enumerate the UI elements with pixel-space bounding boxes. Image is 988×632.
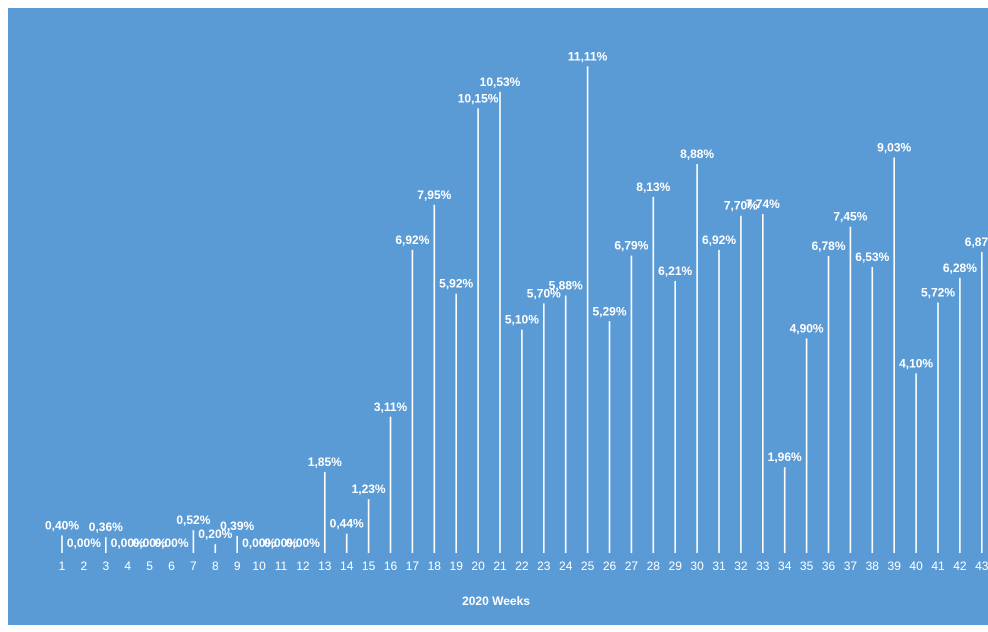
x-tick-label-31: 31 [712, 559, 726, 573]
x-tick-label-2: 2 [81, 559, 88, 573]
data-label-week-18: 7,95% [417, 188, 451, 202]
data-label-week-23: 5,70% [527, 286, 561, 300]
x-tick-label-10: 10 [252, 559, 266, 573]
x-tick-label-9: 9 [234, 559, 241, 573]
x-tick-label-20: 20 [471, 559, 485, 573]
x-tick-label-3: 3 [102, 559, 109, 573]
data-label-week-38: 6,53% [855, 250, 889, 264]
x-tick-label-1: 1 [59, 559, 66, 573]
x-tick-label-21: 21 [493, 559, 507, 573]
x-tick-label-30: 30 [690, 559, 704, 573]
x-tick-label-23: 23 [537, 559, 551, 573]
x-tick-label-40: 40 [909, 559, 923, 573]
x-tick-label-41: 41 [931, 559, 945, 573]
x-tick-label-43: 43 [975, 559, 988, 573]
data-label-week-37: 7,45% [833, 210, 867, 224]
data-label-week-29: 6,21% [658, 264, 692, 278]
x-axis-title: 2020 Weeks [462, 594, 530, 608]
data-label-week-13: 1,85% [308, 455, 342, 469]
x-tick-label-33: 33 [756, 559, 770, 573]
x-tick-label-42: 42 [953, 559, 967, 573]
data-label-week-11: 0,00% [264, 536, 298, 550]
x-tick-label-39: 39 [888, 559, 902, 573]
x-tick-label-27: 27 [625, 559, 639, 573]
data-label-week-5: 0,00% [133, 536, 167, 550]
data-label-week-10: 0,00% [242, 536, 276, 550]
x-tick-label-35: 35 [800, 559, 814, 573]
data-label-week-34: 1,96% [768, 450, 802, 464]
x-tick-label-34: 34 [778, 559, 792, 573]
data-label-week-27: 6,79% [614, 239, 648, 253]
data-label-week-43: 6,87% [965, 235, 988, 249]
x-tick-label-8: 8 [212, 559, 219, 573]
data-label-week-42: 6,28% [943, 261, 977, 275]
data-label-week-25: 11,11% [568, 49, 608, 63]
bar-series [61, 66, 983, 553]
data-label-week-39: 9,03% [877, 140, 911, 154]
data-label-week-8: 0,20% [198, 527, 232, 541]
x-tick-label-16: 16 [384, 559, 398, 573]
x-tick-label-6: 6 [168, 559, 175, 573]
data-label-week-17: 6,92% [395, 233, 429, 247]
x-tick-label-38: 38 [866, 559, 880, 573]
data-label-week-19: 5,92% [439, 277, 473, 291]
data-label-week-4: 0,00% [111, 536, 145, 550]
x-tick-labels: 1 2 3 4 5 6 7 8 9 10 11 12 13 14 15 16 17 18 19 20 21 22 23 24 2… [59, 559, 988, 573]
x-tick-label-4: 4 [124, 559, 131, 573]
x-tick-label-17: 17 [406, 559, 420, 573]
data-label-week-24: 5,88% [549, 278, 583, 292]
x-tick-label-37: 37 [844, 559, 858, 573]
x-tick-label-5: 5 [146, 559, 153, 573]
data-label-week-26: 5,29% [592, 304, 626, 318]
data-label-week-16: 3,11% [374, 400, 408, 414]
chart-svg: 0,40%0,00%0,36%0,00%0,00%0,00%0,52%0,20%… [45, 49, 988, 608]
data-label-week-22: 5,10% [505, 313, 539, 327]
x-tick-label-15: 15 [362, 559, 376, 573]
x-tick-label-22: 22 [515, 559, 529, 573]
data-label-week-7: 0,52% [176, 513, 210, 527]
data-label-week-40: 4,10% [899, 356, 933, 370]
x-tick-label-32: 32 [734, 559, 748, 573]
data-label-week-12: 0,00% [286, 536, 320, 550]
data-label-week-9: 0,39% [220, 519, 254, 533]
x-tick-label-24: 24 [559, 559, 573, 573]
data-label-week-32: 7,70% [724, 199, 758, 213]
plot-area: 0,40% 0,00% 0,36% 0,00% 0,00% 0,00% 0,52% 0,20%… [8, 8, 988, 625]
x-tick-label-19: 19 [450, 559, 464, 573]
x-tick-label-7: 7 [190, 559, 197, 573]
x-tick-label-26: 26 [603, 559, 617, 573]
data-label-week-21: 10,53% [480, 75, 521, 89]
data-label-week-36: 6,78% [811, 239, 845, 253]
data-label-week-2: 0,00% [67, 536, 101, 550]
x-tick-label-29: 29 [669, 559, 683, 573]
data-label-week-30: 8,88% [680, 147, 714, 161]
data-label-week-33: 7,74% [746, 197, 780, 211]
x-tick-label-12: 12 [296, 559, 310, 573]
data-label-week-6: 0,00% [154, 536, 188, 550]
data-label-week-41: 5,72% [921, 285, 955, 299]
x-tick-label-18: 18 [428, 559, 442, 573]
x-tick-label-28: 28 [647, 559, 661, 573]
data-label-week-20: 10,15% [458, 91, 499, 105]
data-label-week-1: 0,40% [45, 518, 79, 532]
data-label-week-14: 0,44% [330, 517, 364, 531]
data-labels: 0,40%0,00%0,36%0,00%0,00%0,00%0,52%0,20%… [45, 49, 988, 550]
x-tick-label-13: 13 [318, 559, 332, 573]
x-tick-label-25: 25 [581, 559, 595, 573]
data-label-week-28: 8,13% [636, 180, 670, 194]
data-label-week-3: 0,36% [89, 520, 123, 534]
x-tick-label-36: 36 [822, 559, 836, 573]
x-tick-label-11: 11 [275, 559, 288, 573]
data-label-week-15: 1,23% [352, 482, 386, 496]
x-tick-label-14: 14 [340, 559, 354, 573]
data-label-week-35: 4,90% [790, 321, 824, 335]
data-label-week-31: 6,92% [702, 233, 736, 247]
